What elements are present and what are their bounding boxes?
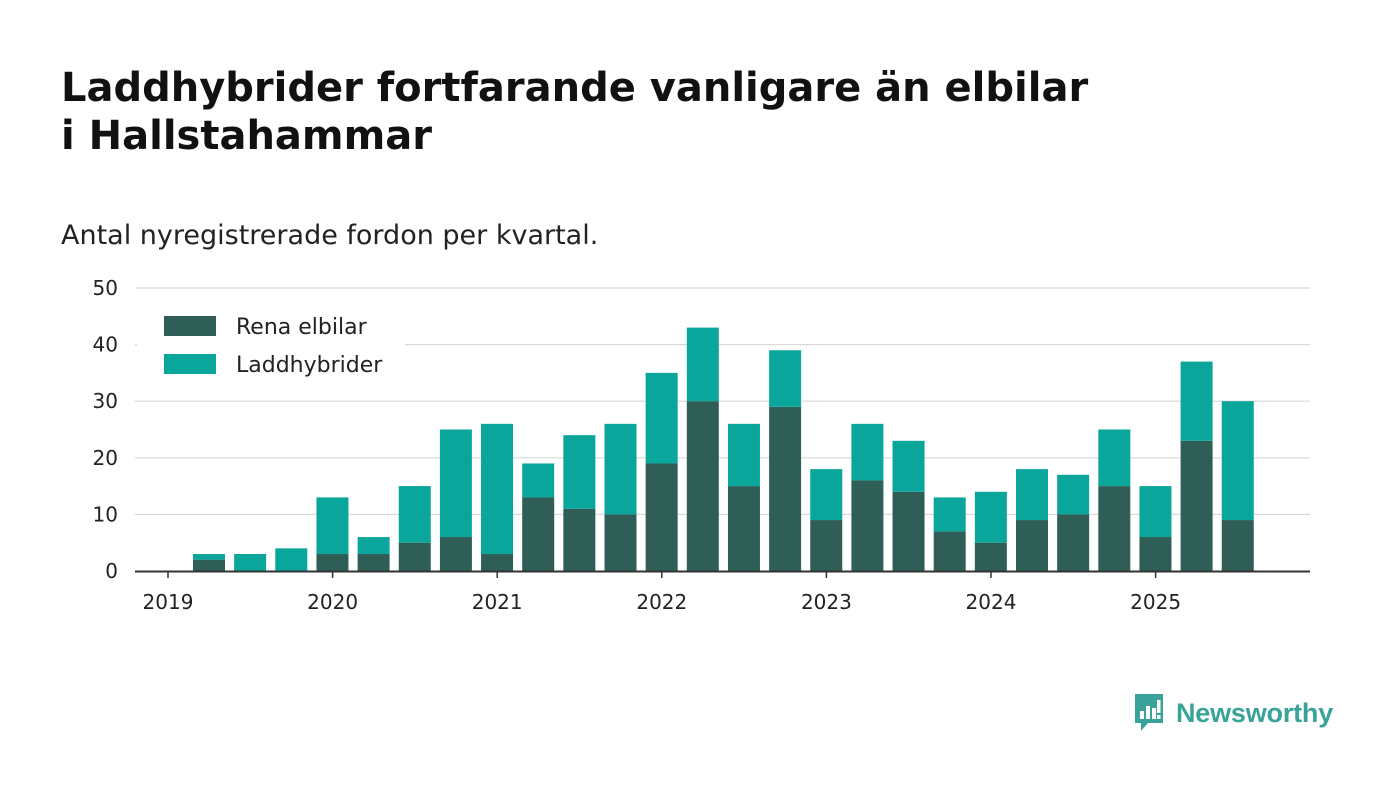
bar-laddhybrider-2022-Q4 [769, 350, 802, 407]
bar-laddhybrider-2020-Q3 [398, 486, 431, 543]
newsworthy-logo-text: Newsworthy [1176, 697, 1334, 728]
x-tick-label-2022: 2022 [636, 590, 687, 614]
x-tick-label-2020: 2020 [307, 590, 358, 614]
bar-rena-elbilar-2025-Q3 [1221, 520, 1254, 571]
x-tick-label-2025: 2025 [1130, 590, 1181, 614]
legend-swatch-rena-elbilar [164, 316, 216, 336]
bar-rena-elbilar-2024-Q3 [1057, 514, 1090, 571]
x-tick-label-2024: 2024 [966, 590, 1017, 614]
bar-laddhybrider-2021-Q4 [604, 423, 637, 515]
chart-title: Laddhybrider fortfarande vanligare än el… [61, 65, 1089, 159]
bars [193, 327, 1254, 571]
bar-rena-elbilar-2023-Q1 [810, 520, 843, 571]
x-tick-label-2023: 2023 [801, 590, 852, 614]
bar-laddhybrider-2024-Q1 [974, 491, 1007, 543]
bar-rena-elbilar-2022-Q2 [686, 401, 719, 571]
bar-laddhybrider-2020-Q4 [439, 429, 472, 538]
bar-rena-elbilar-2022-Q1 [645, 463, 678, 571]
bar-rena-elbilar-2022-Q4 [769, 406, 802, 571]
bar-laddhybrider-2020-Q2 [357, 537, 390, 555]
bar-rena-elbilar-2020-Q1 [316, 554, 349, 571]
bar-rena-elbilar-2024-Q4 [1098, 486, 1131, 571]
y-axis-labels: 0 10 20 30 40 50 [93, 276, 118, 583]
bar-laddhybrider-2021-Q2 [522, 463, 555, 498]
bar-laddhybrider-2019-Q2 [193, 554, 225, 560]
stacked-bar-chart: 0 10 20 30 40 50 2019 2020 2021 2022 2023 2024 2025… [93, 276, 1310, 614]
bar-rena-elbilar-2019-Q2 [193, 559, 225, 571]
bar-laddhybrider-2021-Q1 [481, 423, 514, 555]
legend-label-laddhybrider: Laddhybrider [236, 353, 383, 378]
bar-laddhybrider-2019-Q3 [234, 554, 267, 571]
bar-laddhybrider-2024-Q2 [1016, 469, 1048, 521]
newsworthy-logo: Newsworthy [1132, 691, 1333, 735]
bar-rena-elbilar-2023-Q3 [892, 491, 925, 571]
bar-rena-elbilar-2020-Q3 [398, 542, 431, 571]
bar-laddhybrider-2024-Q4 [1098, 429, 1131, 487]
bar-laddhybrider-2025-Q2 [1180, 361, 1213, 441]
bar-laddhybrider-2021-Q3 [563, 435, 596, 509]
bar-rena-elbilar-2020-Q2 [357, 554, 390, 571]
bar-rena-elbilar-2021-Q2 [522, 497, 555, 571]
bar-laddhybrider-2022-Q2 [686, 327, 719, 402]
bar-rena-elbilar-2024-Q1 [974, 542, 1007, 571]
bar-rena-elbilar-2021-Q3 [563, 508, 596, 571]
bar-rena-elbilar-2025-Q2 [1180, 440, 1213, 571]
y-tick-label-10: 10 [93, 502, 118, 526]
bar-laddhybrider-2020-Q1 [316, 497, 349, 555]
bar-laddhybrider-2025-Q1 [1139, 486, 1172, 538]
x-tick-label-2021: 2021 [472, 590, 523, 614]
y-tick-label-30: 30 [93, 389, 118, 413]
chart-subtitle: Antal nyregistrerade fordon per kvartal. [61, 220, 599, 251]
bar-laddhybrider-2023-Q2 [851, 423, 884, 481]
bar-rena-elbilar-2023-Q2 [851, 480, 884, 571]
bar-laddhybrider-2023-Q1 [810, 469, 843, 521]
newsworthy-logo-icon [1135, 694, 1163, 731]
bar-laddhybrider-2023-Q3 [892, 440, 925, 492]
bar-rena-elbilar-2024-Q2 [1016, 520, 1048, 571]
legend: Rena elbilar Laddhybrider [137, 303, 405, 389]
bar-rena-elbilar-2021-Q4 [604, 514, 637, 571]
bar-rena-elbilar-2023-Q4 [933, 531, 966, 571]
y-tick-label-40: 40 [93, 333, 118, 357]
bar-laddhybrider-2022-Q1 [645, 372, 678, 464]
legend-swatch-laddhybrider [164, 354, 216, 374]
x-tick-label-2019: 2019 [143, 590, 194, 614]
y-tick-label-50: 50 [93, 276, 118, 300]
bar-rena-elbilar-2025-Q1 [1139, 537, 1172, 571]
bar-laddhybrider-2023-Q4 [933, 497, 966, 532]
bar-rena-elbilar-2022-Q3 [727, 486, 760, 571]
legend-label-rena-elbilar: Rena elbilar [236, 315, 368, 340]
bar-laddhybrider-2022-Q3 [727, 423, 760, 487]
bar-laddhybrider-2019-Q4 [275, 548, 308, 571]
bar-laddhybrider-2025-Q3 [1221, 401, 1254, 521]
x-axis-ticks: 2019 2020 2021 2022 2023 2024 2025 [143, 571, 1181, 614]
y-tick-label-0: 0 [105, 559, 118, 583]
y-tick-label-20: 20 [93, 446, 118, 470]
bar-laddhybrider-2024-Q3 [1057, 474, 1090, 515]
bar-rena-elbilar-2021-Q1 [481, 554, 514, 571]
bar-rena-elbilar-2020-Q4 [439, 537, 472, 571]
